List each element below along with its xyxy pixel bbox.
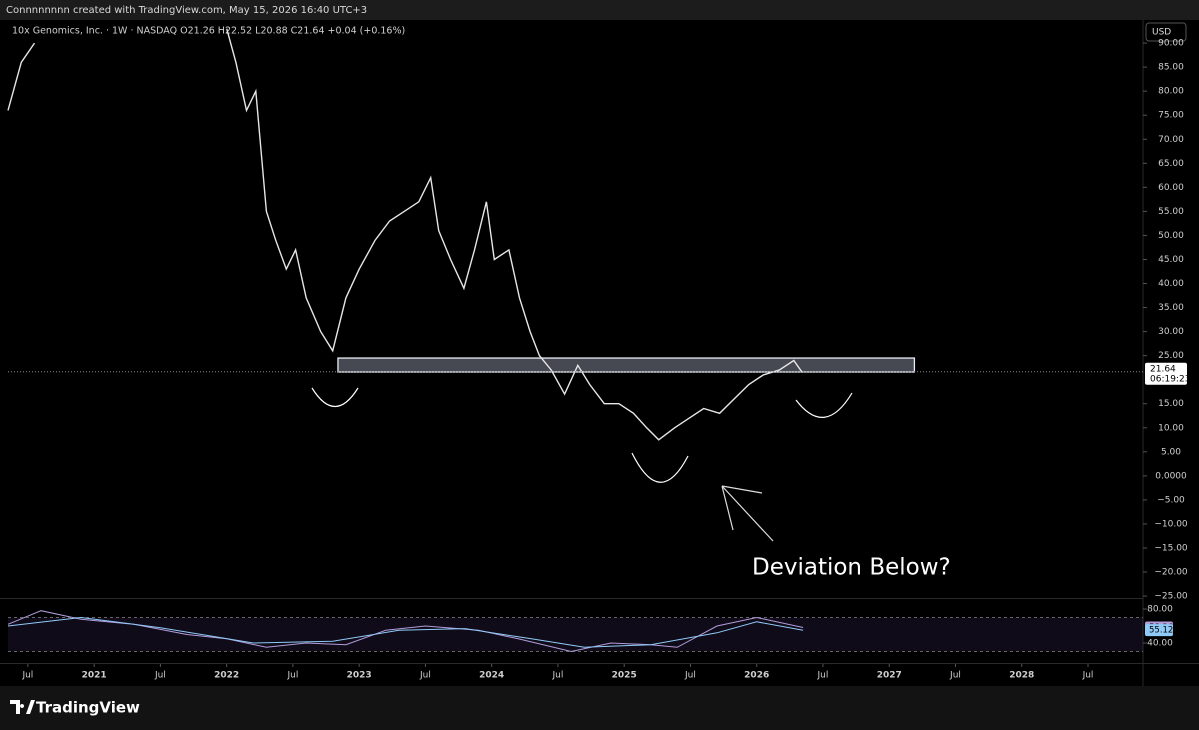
y-tick-label: 45.00	[1158, 255, 1184, 265]
y-tick-label: −10.00	[1154, 519, 1188, 529]
price-line	[7, 28, 803, 441]
logo-icon	[10, 700, 35, 714]
y-tick-label: 90.00	[1158, 39, 1184, 49]
arc-drawing	[795, 392, 853, 418]
zone-box	[337, 357, 916, 373]
countdown-label: 06:19:23	[1150, 374, 1190, 384]
y-tick-label: 65.00	[1158, 159, 1184, 169]
x-tick-label: Jul	[286, 671, 298, 681]
x-tick-label: 2021	[82, 671, 107, 681]
y-tick-label: 30.00	[1158, 327, 1184, 337]
arc-drawing	[631, 452, 689, 483]
y-tick-label: −15.00	[1154, 543, 1188, 553]
y-tick-label: 0.0000	[1155, 471, 1187, 481]
rsi-band	[8, 617, 1143, 652]
x-tick-label: 2028	[1009, 671, 1034, 681]
y-tick-label: 80.00	[1147, 605, 1173, 615]
y-tick-label: 40.00	[1158, 279, 1184, 289]
x-tick-label: Jul	[817, 671, 829, 681]
x-tick-label: 2023	[347, 671, 372, 681]
rsi-value-box	[1145, 624, 1173, 637]
x-tick-label: 2024	[479, 671, 504, 681]
annotation: Deviation Below?	[752, 555, 951, 581]
y-tick-label: 25.00	[1158, 351, 1184, 361]
arrow-drawing	[721, 485, 774, 542]
y-tick-label: −5.00	[1157, 495, 1185, 505]
last-price-box	[1145, 362, 1187, 385]
x-tick-label: Jul	[154, 671, 166, 681]
footer-bar	[0, 686, 1199, 730]
x-tick-label: 2025	[612, 671, 637, 681]
arc-drawing	[311, 387, 359, 407]
y-tick-label: 55.00	[1158, 207, 1184, 217]
x-tick-label: Jul	[949, 671, 961, 681]
legend: 10x Genomics, Inc. · 1W · NASDAQ O21.26 …	[12, 26, 405, 37]
x-tick-label: 2027	[877, 671, 902, 681]
y-tick-label: −20.00	[1154, 568, 1188, 578]
y-tick-label: 60.00	[1158, 183, 1184, 193]
y-tick-label: 85.00	[1158, 63, 1184, 73]
rsi-line	[7, 616, 804, 648]
y-tick-label: 80.00	[1158, 87, 1184, 97]
footer-logo: TradingView	[36, 699, 140, 717]
y-tick-label: 70.00	[1158, 135, 1184, 145]
x-tick-label: 2022	[214, 671, 239, 681]
x-tick-label: Jul	[1082, 671, 1094, 681]
y-tick-label: 40.00	[1147, 639, 1173, 649]
currency-label: USD	[1152, 28, 1171, 38]
last-price-label: 21.64	[1150, 364, 1176, 374]
y-tick-label: −25.00	[1154, 592, 1188, 602]
y-tick-label: 10.00	[1158, 423, 1184, 433]
x-tick-label: Jul	[419, 671, 431, 681]
y-tick-label: 15.00	[1158, 399, 1184, 409]
x-tick-label: Jul	[684, 671, 696, 681]
y-tick-label: 75.00	[1158, 111, 1184, 121]
x-tick-label: 2026	[744, 671, 769, 681]
y-tick-label: 50.00	[1158, 231, 1184, 241]
rsi-value-label: 55.12	[1149, 626, 1173, 636]
header-bar	[0, 0, 1199, 20]
rsi-line	[7, 610, 804, 653]
header-text: Connnnnnnn created with TradingView.com,…	[6, 5, 367, 16]
x-tick-label: Jul	[552, 671, 564, 681]
y-tick-label: 35.00	[1158, 303, 1184, 313]
y-tick-label: 5.00	[1161, 447, 1181, 457]
currency-button[interactable]	[1145, 22, 1187, 42]
x-tick-label: Jul	[21, 671, 33, 681]
